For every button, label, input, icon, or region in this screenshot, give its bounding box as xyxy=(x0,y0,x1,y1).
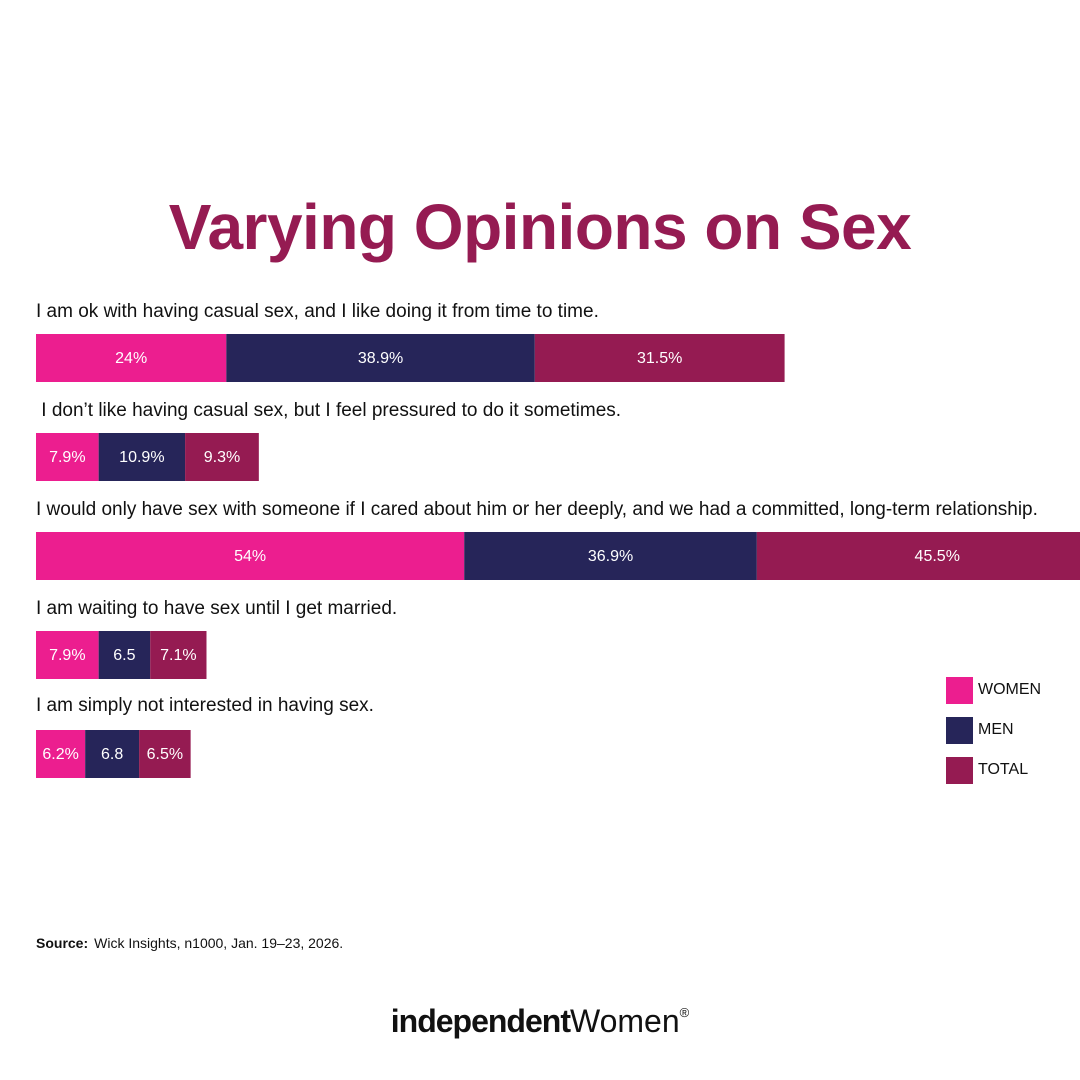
source-label: Source: xyxy=(36,935,89,951)
data-label-total: 6.5% xyxy=(147,746,183,763)
data-label-men: 36.9% xyxy=(588,548,633,565)
data-label-men: 38.9% xyxy=(358,350,403,367)
legend-swatch-women xyxy=(946,676,973,704)
data-label-total: 45.5% xyxy=(915,548,960,565)
bar-segment-men xyxy=(226,334,535,382)
bar-segment-women xyxy=(36,334,227,382)
logo-registered-mark: ® xyxy=(679,1005,690,1020)
bar-segment-total xyxy=(139,730,191,778)
legend-swatch-men xyxy=(946,716,973,744)
data-label-men: 6.8 xyxy=(101,746,123,763)
data-label-total: 9.3% xyxy=(204,449,240,466)
bar-segment-total xyxy=(185,433,259,481)
bar-segment-men xyxy=(98,433,186,481)
legend-item-total: TOTAL xyxy=(946,756,1041,784)
logo-bold-text: independent xyxy=(390,1003,571,1039)
bar-segment-women xyxy=(36,730,86,778)
logo-regular-text: Women xyxy=(569,1003,680,1039)
legend-label-women: WOMEN xyxy=(978,681,1042,698)
source-note: Source: Wick Insights, n1000, Jan. 19–23,… xyxy=(36,935,343,951)
bar-segment-men xyxy=(98,631,151,679)
legend: WOMEN MEN TOTAL xyxy=(946,676,1041,796)
stacked-bar-chart: I am ok with having casual sex, and I li… xyxy=(36,301,1080,778)
data-label-women: 54% xyxy=(234,548,266,565)
data-label-men: 6.5 xyxy=(113,647,135,664)
bar-segment-men xyxy=(85,730,140,778)
data-label-total: 31.5% xyxy=(637,350,682,367)
data-label-men: 10.9% xyxy=(119,449,164,466)
data-label-women: 6.2% xyxy=(42,746,78,763)
data-label-women: 7.9% xyxy=(49,647,85,664)
question-label: I am waiting to have sex until I get mar… xyxy=(36,598,397,619)
question-label: I would only have sex with someone if I … xyxy=(36,499,1038,520)
data-label-women: 7.9% xyxy=(49,449,85,466)
legend-item-men: MEN xyxy=(946,716,1041,744)
legend-label-total: TOTAL xyxy=(978,761,1029,778)
legend-swatch-total xyxy=(946,756,973,784)
legend-label-men: MEN xyxy=(978,721,1014,738)
bar-segment-women xyxy=(36,631,99,679)
bar-segment-total xyxy=(534,334,785,382)
bar-segment-women xyxy=(36,532,465,580)
bar-segment-women xyxy=(36,433,99,481)
source-text: Wick Insights, n1000, Jan. 19–23, 2026. xyxy=(94,935,344,951)
bar-segment-total xyxy=(756,532,1080,580)
legend-item-women: WOMEN xyxy=(946,676,1041,704)
bar-segment-men xyxy=(464,532,757,580)
question-label: I don’t like having casual sex, but I fe… xyxy=(36,400,621,421)
data-label-total: 7.1% xyxy=(160,647,196,664)
data-label-women: 24% xyxy=(115,350,147,367)
bar-segment-total xyxy=(150,631,207,679)
question-label: I am simply not interested in having sex… xyxy=(36,695,374,716)
question-label: I am ok with having casual sex, and I li… xyxy=(36,301,599,322)
chart-title: Varying Opinions on Sex xyxy=(168,191,912,263)
independent-women-logo: independentWomen® xyxy=(0,1003,1080,1040)
